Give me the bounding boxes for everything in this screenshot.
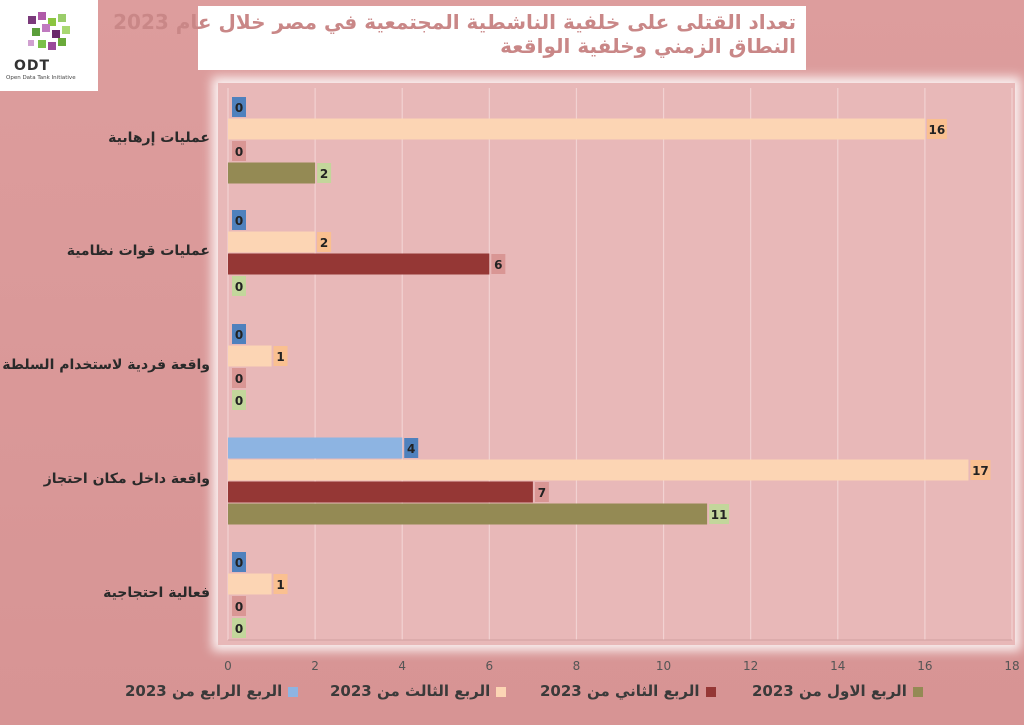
- bar: [228, 459, 969, 481]
- data-label: 11: [711, 508, 728, 522]
- data-label-box: [317, 163, 332, 183]
- legend-item: الربع الرابع من 2023: [125, 682, 299, 700]
- legend-label: الربع الثالث من 2023: [330, 682, 491, 700]
- x-tick-label: 18: [1004, 659, 1019, 673]
- data-label: 4: [407, 442, 415, 456]
- data-label-box: [232, 276, 246, 296]
- data-label: 0: [235, 145, 243, 159]
- data-label-box: [273, 346, 288, 366]
- data-label: 1: [276, 578, 284, 592]
- x-tick-label: 16: [917, 659, 932, 673]
- data-label-box: [232, 141, 246, 161]
- category-label: واقعة فردية لاستخدام السلطة: [2, 357, 210, 373]
- chart-title-box: تعداد القتلى على خلفية الناشطية المجتمعي…: [113, 6, 806, 70]
- x-tick-label: 2: [311, 659, 319, 673]
- data-label: 2: [320, 236, 328, 250]
- data-label-box: [232, 368, 246, 388]
- data-label: 2: [320, 167, 328, 181]
- data-label: 7: [538, 486, 546, 500]
- legend-swatch: [912, 686, 923, 697]
- bar: [228, 437, 403, 459]
- data-label-box: [232, 552, 246, 572]
- bar: [228, 118, 925, 140]
- chart-title: تعداد القتلى على خلفية الناشطية المجتمعي…: [113, 10, 796, 34]
- category-label: فعالية احتجاجية: [103, 585, 210, 601]
- legend-swatch: [288, 686, 299, 697]
- data-label-box: [491, 254, 506, 274]
- cube-logo-icon: [28, 12, 70, 50]
- data-label-box: [232, 596, 246, 616]
- data-label-box: [232, 324, 246, 344]
- data-label: 1: [276, 350, 284, 364]
- data-label-box: [970, 460, 991, 480]
- legend-swatch: [496, 686, 507, 697]
- data-label-box: [317, 232, 332, 252]
- category-label: عمليات قوات نظامية: [66, 243, 210, 259]
- data-label: 0: [235, 622, 243, 636]
- legend-item: الربع الثالث من 2023: [330, 682, 507, 700]
- legend-item: الربع الاول من 2023: [752, 682, 923, 700]
- data-label: 0: [235, 280, 243, 294]
- legend-label: الربع الرابع من 2023: [125, 682, 283, 700]
- data-label-box: [534, 482, 549, 502]
- data-label-box: [232, 618, 246, 638]
- data-label-box: [232, 97, 246, 117]
- data-label: 0: [235, 372, 243, 386]
- data-label: 16: [929, 123, 946, 137]
- data-label: 0: [235, 328, 243, 342]
- category-label: عمليات إرهابية: [108, 130, 210, 146]
- data-label-box: [709, 504, 730, 524]
- bar: [228, 573, 272, 595]
- x-tick-label: 10: [656, 659, 671, 673]
- legend-swatch: [705, 686, 716, 697]
- chart-subtitle: النطاق الزمني وخلفية الواقعة: [500, 34, 796, 58]
- data-label: 0: [235, 556, 243, 570]
- data-label-box: [273, 574, 288, 594]
- data-label: 6: [494, 258, 502, 272]
- data-label-box: [232, 390, 246, 410]
- data-label: 0: [235, 394, 243, 408]
- category-label: واقعة داخل مكان احتجاز: [43, 471, 210, 487]
- legend: الربع الرابع من 2023 الربع الثالث من 2023…: [0, 682, 1024, 712]
- data-label: 0: [235, 101, 243, 115]
- bar: [228, 503, 708, 525]
- data-label-box: [404, 438, 419, 458]
- bar: [228, 231, 316, 253]
- data-label: 17: [972, 464, 989, 478]
- data-label: 0: [235, 600, 243, 614]
- logo-text: ODT: [14, 58, 51, 74]
- x-tick-label: 14: [830, 659, 845, 673]
- bar: [228, 162, 316, 184]
- odt-logo: ODT Open Data Tank Initiative: [0, 0, 98, 91]
- bar: [228, 253, 490, 275]
- legend-item: الربع الثاني من 2023: [540, 682, 716, 700]
- data-label: 0: [235, 214, 243, 228]
- logo-subtitle: Open Data Tank Initiative: [6, 75, 76, 81]
- x-tick-label: 4: [398, 659, 406, 673]
- legend-label: الربع الثاني من 2023: [540, 682, 700, 700]
- data-label-box: [926, 119, 947, 139]
- bar: [228, 345, 272, 367]
- x-tick-label: 12: [743, 659, 758, 673]
- x-tick-label: 6: [486, 659, 494, 673]
- x-tick-label: 0: [224, 659, 232, 673]
- bar: [228, 481, 533, 503]
- data-label-box: [232, 210, 246, 230]
- plot-area: [218, 83, 1015, 645]
- x-tick-label: 8: [573, 659, 581, 673]
- legend-label: الربع الاول من 2023: [752, 682, 907, 700]
